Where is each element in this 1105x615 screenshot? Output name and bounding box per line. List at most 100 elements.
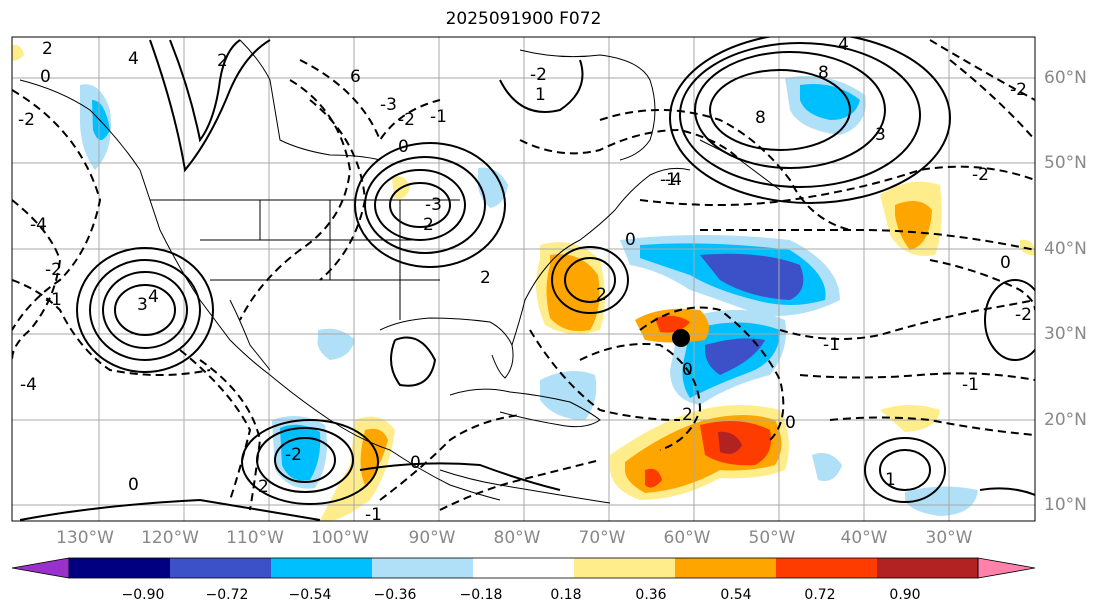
contour-label: 0 <box>128 475 139 495</box>
shade-cool-bahamas <box>540 371 597 420</box>
shade-cool-1b <box>92 100 110 140</box>
contour-label: 4 <box>148 287 159 307</box>
contour-label: -1 <box>430 107 447 127</box>
contours-dashed <box>12 39 1035 511</box>
contour-label: 8 <box>818 63 829 83</box>
contour-label: -4 <box>30 215 47 235</box>
lat-label: 30°N <box>1044 324 1087 344</box>
contour-label: 0 <box>625 230 636 250</box>
shade-cool-trop-e <box>812 452 842 481</box>
colorbar-tick: 0.72 <box>804 587 836 603</box>
lon-label: 100°W <box>311 528 369 548</box>
shade-cool-atl-2c <box>705 338 765 375</box>
lat-label: 20°N <box>1044 410 1087 430</box>
colorbar-tick: −0.18 <box>459 587 503 603</box>
contour-label: -1 <box>823 335 840 355</box>
graticule <box>12 37 1035 521</box>
contour-label: -4 <box>20 375 37 395</box>
contour-label: 2 <box>480 268 491 288</box>
colorbar-tick: −0.36 <box>373 587 417 603</box>
contour-label: 6 <box>350 67 361 87</box>
lat-label: 10°N <box>1044 495 1087 515</box>
contour-label: -1 <box>962 375 979 395</box>
contours-solid <box>19 37 1035 521</box>
contour-label: 2 <box>596 285 607 305</box>
contour-labels: 2 0 -2 4 2 8 6 -3 -4 -2 -1 0 -1 -2 0 3 2… <box>18 35 1032 525</box>
contour-label: 1 <box>885 470 896 490</box>
contour-label: 2 <box>258 477 269 497</box>
contour-label: -1 <box>365 505 382 525</box>
contour-label: -2 <box>1015 305 1032 325</box>
colorbar <box>11 557 1036 579</box>
anomaly-shading <box>12 44 1035 521</box>
contour-label: -2 <box>398 110 415 130</box>
contour-label: -3 <box>380 95 397 115</box>
colorbar-segment <box>776 558 877 578</box>
lon-label: 70°W <box>578 528 626 548</box>
shade-warm-mdr-e <box>645 468 662 488</box>
shade-warm-gulf-c-b <box>360 428 388 485</box>
contour-label: 2 <box>682 405 693 425</box>
contour-label: 1 <box>535 85 546 105</box>
contour-label: -2 <box>285 445 302 465</box>
colorbar-frame <box>68 557 979 579</box>
colorbar-segment <box>372 558 473 578</box>
map-frame <box>11 36 1036 522</box>
contour-label: -1 <box>45 290 62 310</box>
contour-label: 4 <box>128 49 139 69</box>
colorbar-tick: 0.18 <box>550 587 582 603</box>
colorbar-segment <box>170 558 271 578</box>
lon-label: 60°W <box>663 528 711 548</box>
map-title: 2025091900 F072 <box>445 9 602 29</box>
colorbar-extend-high <box>977 557 1036 579</box>
shade-cool-trop-e2 <box>905 486 978 516</box>
contour-label: 0 <box>785 413 796 433</box>
coastlines <box>19 39 781 504</box>
contour-label: 0 <box>682 360 693 380</box>
shade-warm-mdr-d <box>718 431 742 454</box>
shade-cool-atl-c <box>700 253 804 300</box>
colorbar-tick: 0.36 <box>635 587 667 603</box>
contour-label: 4 <box>838 35 849 55</box>
contour-label: 8 <box>755 108 766 128</box>
colorbar-tick: 0.90 <box>889 587 921 603</box>
shade-cool-2b <box>800 84 860 120</box>
lon-label: 80°W <box>493 528 541 548</box>
shade-warm-ne-atl-b <box>895 201 932 250</box>
colorbar-extend-low <box>11 557 70 579</box>
colorbar-segments <box>11 557 1036 579</box>
lat-label: 50°N <box>1044 153 1087 173</box>
contour-label: -3 <box>425 195 442 215</box>
shade-warm-bermuda-b <box>655 315 690 333</box>
shade-cool-gulf <box>317 328 355 360</box>
colorbar-segment <box>574 558 675 578</box>
contour-label: 3 <box>875 125 886 145</box>
colorbar-segment <box>69 558 170 578</box>
colorbar-segment <box>271 558 372 578</box>
contour-label: -1 <box>660 170 677 190</box>
colorbar-tick: 0.54 <box>720 587 752 603</box>
colorbar-tick: −0.72 <box>205 587 249 603</box>
contour-label: 0 <box>410 453 421 473</box>
lon-label: 110°W <box>226 528 284 548</box>
lat-label: 40°N <box>1044 239 1087 259</box>
contour-label: -2 <box>45 260 62 280</box>
lon-label: 120°W <box>141 528 199 548</box>
lon-label: 40°W <box>840 528 888 548</box>
colorbar-segment <box>877 558 978 578</box>
contour-label: -2 <box>1010 80 1027 100</box>
lat-label: 60°N <box>1044 68 1087 88</box>
storm-center-marker <box>672 329 690 347</box>
contour-label: -2 <box>972 165 989 185</box>
contour-label: 2 <box>423 215 434 235</box>
lon-label: 90°W <box>408 528 456 548</box>
contour-label: -2 <box>18 110 35 130</box>
contour-label: 3 <box>137 295 148 315</box>
lon-label: 130°W <box>56 528 114 548</box>
contour-label: 0 <box>398 137 409 157</box>
colorbar-segment <box>675 558 776 578</box>
contour-label: 0 <box>1000 253 1011 273</box>
colorbar-tick: −0.90 <box>121 587 165 603</box>
contour-label: -2 <box>530 65 547 85</box>
